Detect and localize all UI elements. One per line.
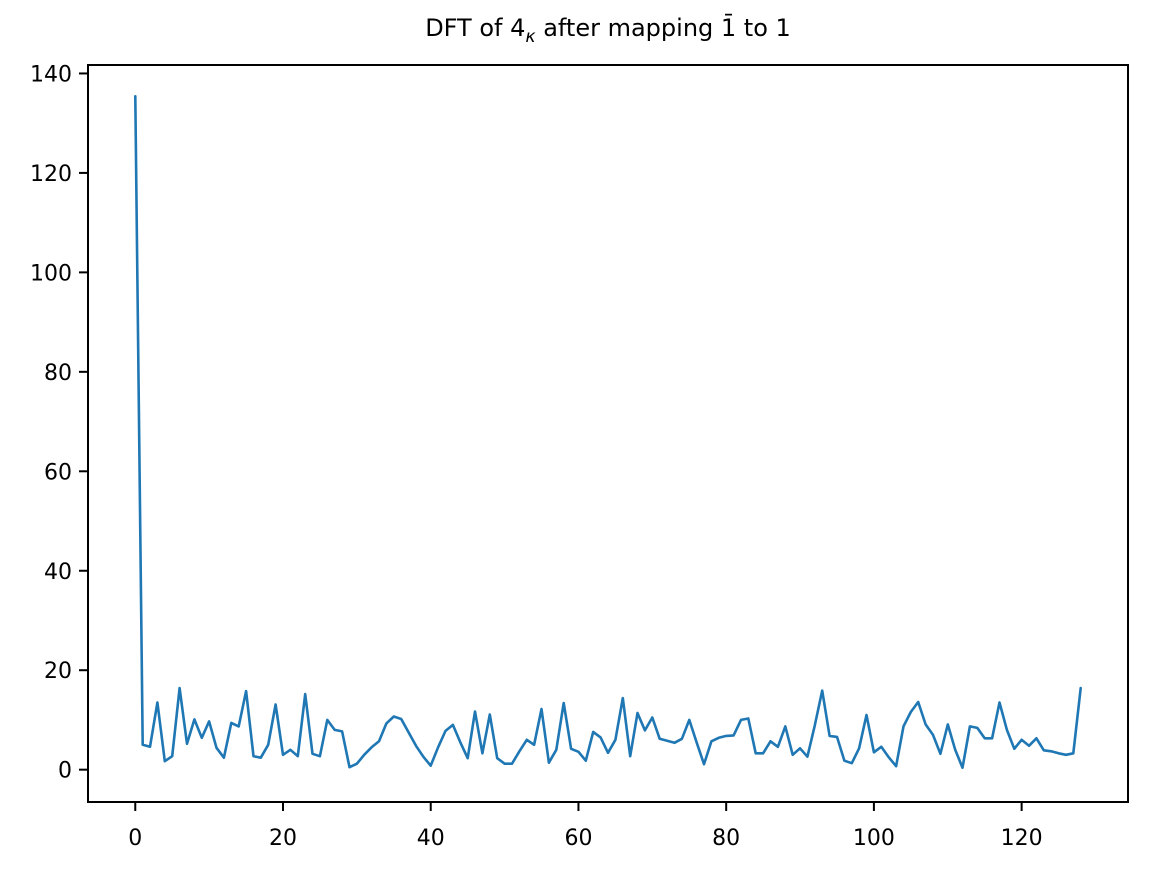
chart-title-part: DFT of 4	[425, 14, 526, 42]
chart-title-subscript: κ	[525, 26, 536, 47]
y-axis-tick-label: 140	[30, 62, 72, 87]
x-axis-tick-label: 100	[853, 826, 895, 851]
x-axis-tick-label: 60	[564, 826, 592, 851]
chart-title-part: after mapping 1̄ to 1	[535, 14, 791, 42]
dft-line-series	[134, 95, 1082, 770]
chart-title: DFT of 4κ after mapping 1̄ to 1	[88, 14, 1128, 47]
y-axis-tick-label: 80	[44, 361, 72, 386]
x-axis-tick-label: 20	[269, 826, 297, 851]
axes-frame	[87, 64, 1129, 803]
y-axis-tick-label: 40	[44, 560, 72, 585]
y-axis-tick-label: 20	[44, 659, 72, 684]
y-axis-tick-label: 120	[30, 162, 72, 187]
y-axis-tick-label: 100	[30, 261, 72, 286]
x-axis-tick-label: 120	[1001, 826, 1043, 851]
x-axis-tick-label: 80	[712, 826, 740, 851]
x-axis-tick-label: 0	[128, 826, 142, 851]
y-axis-tick-label: 60	[44, 460, 72, 485]
x-axis-tick-label: 40	[417, 826, 445, 851]
y-axis-tick-label: 0	[58, 759, 72, 784]
